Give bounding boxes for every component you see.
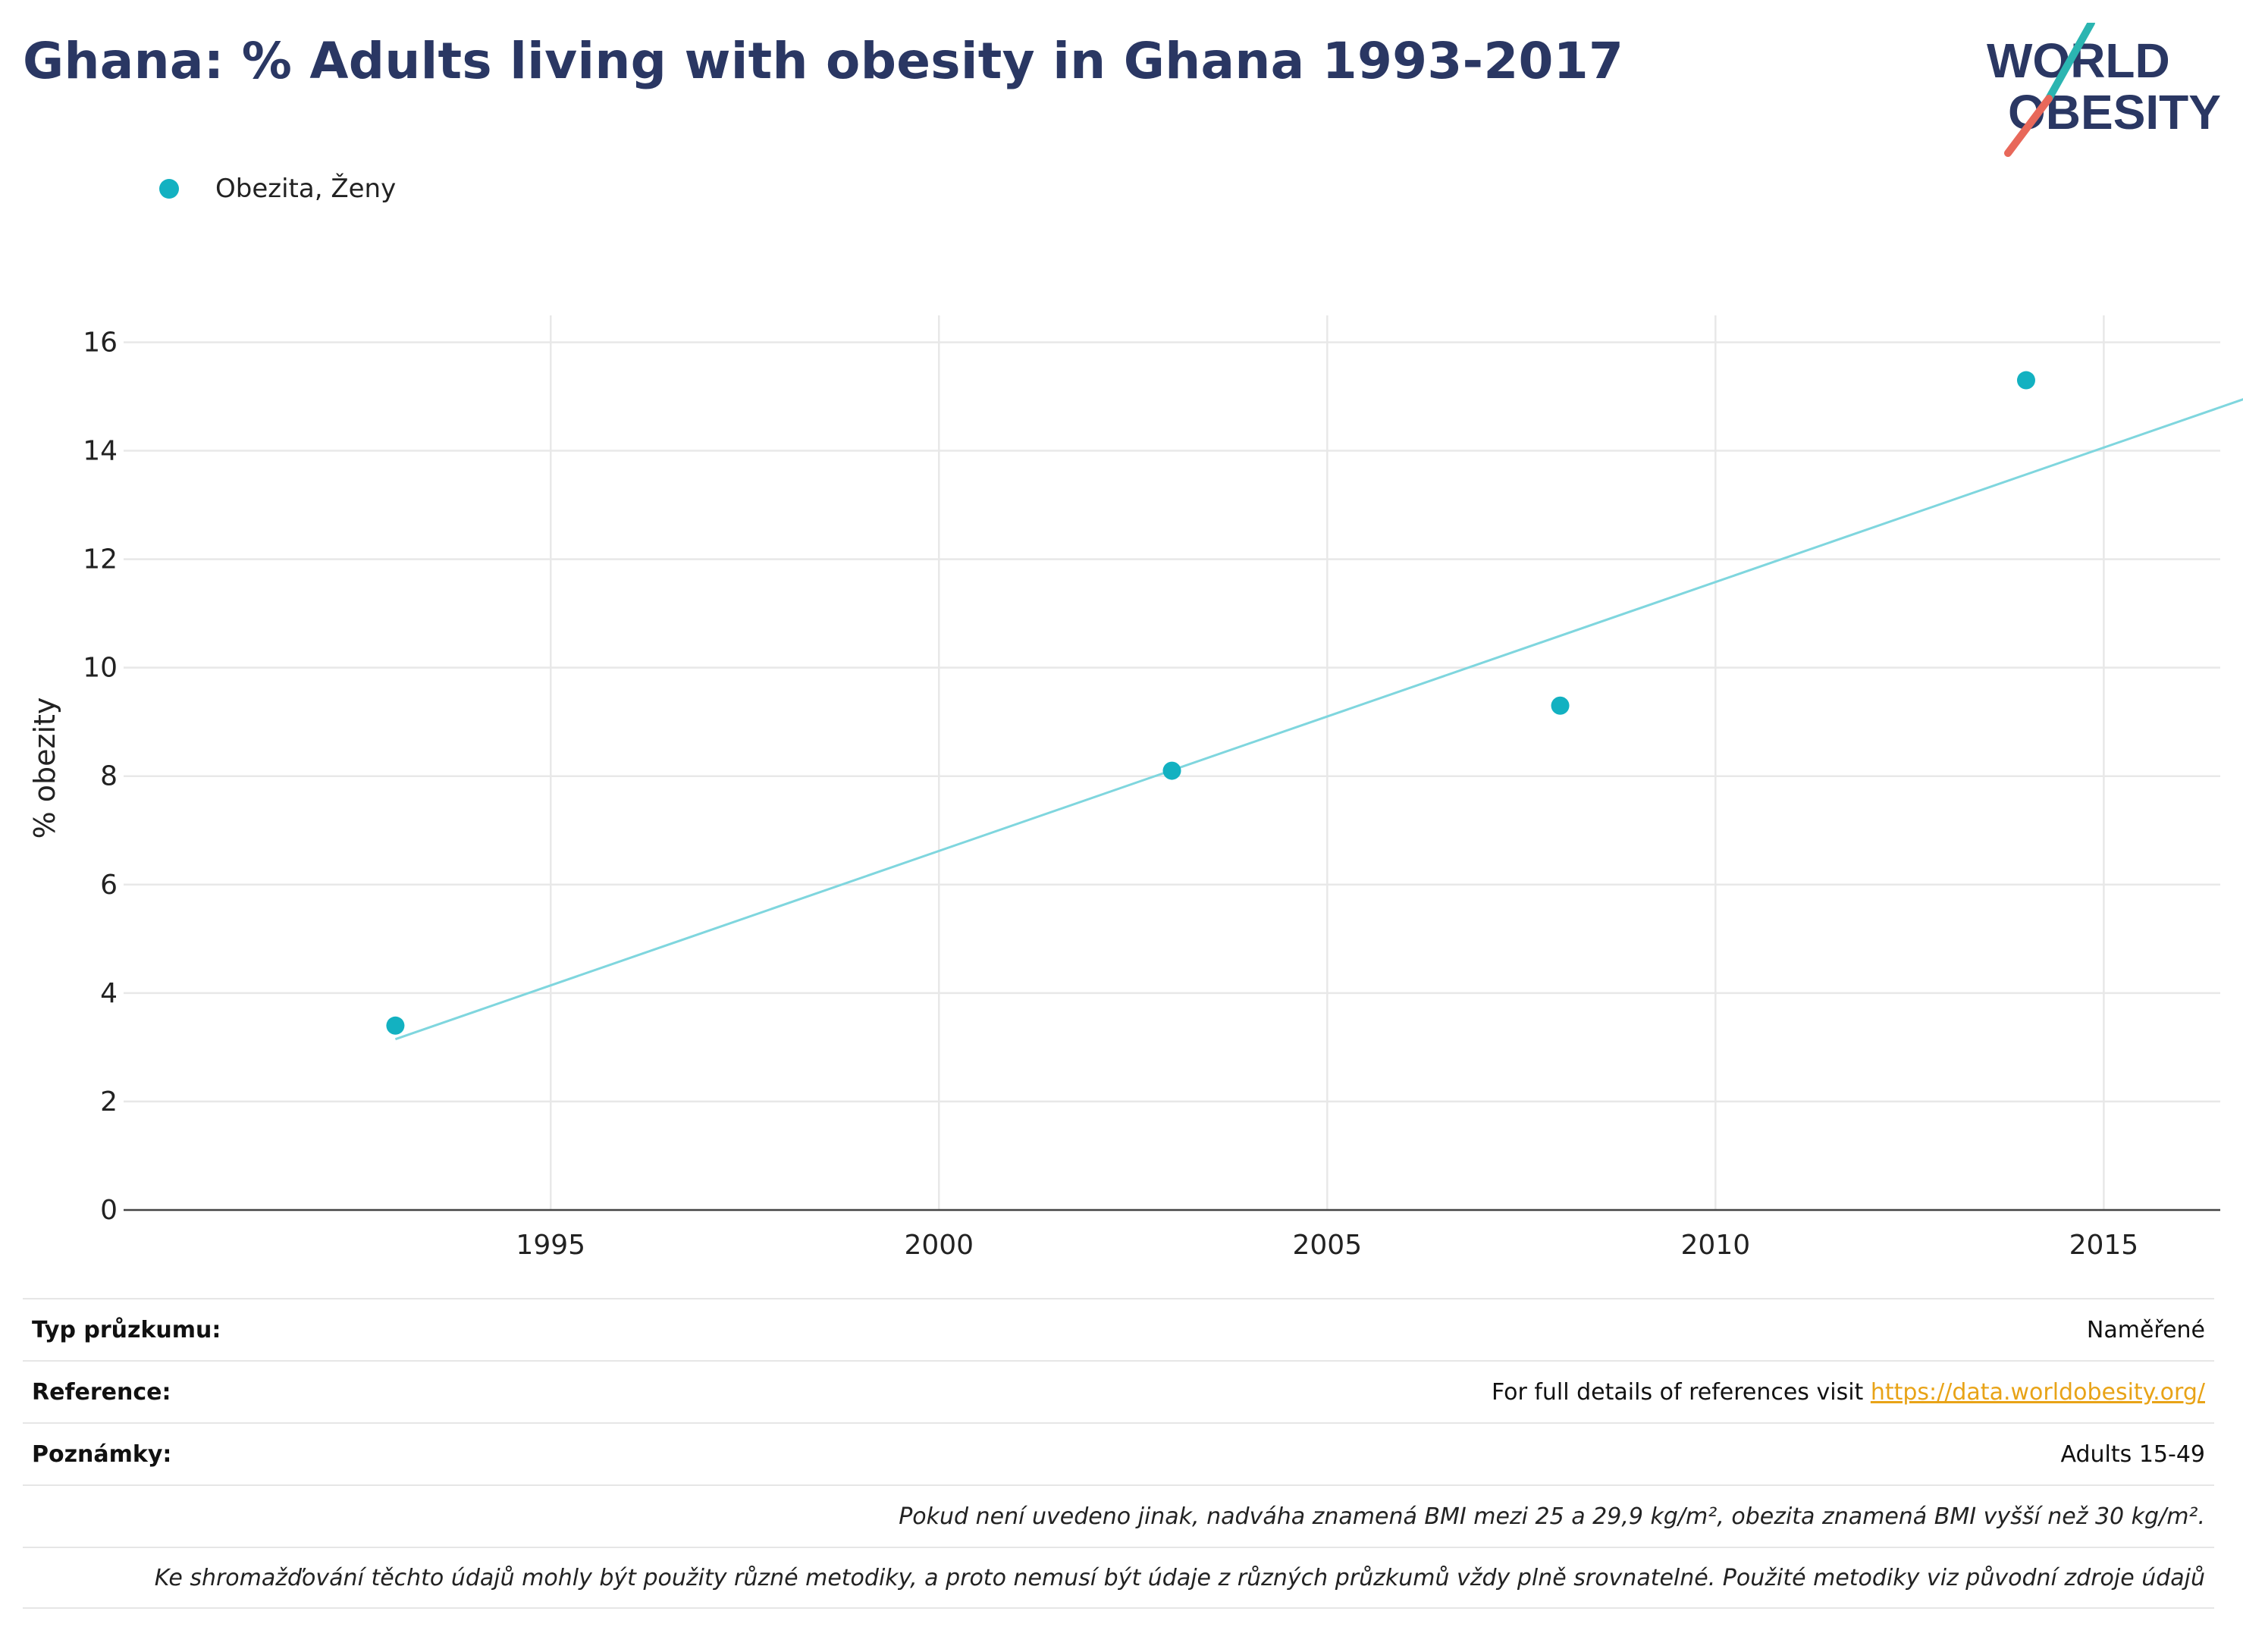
legend[interactable]: Obezita, Ženy <box>159 170 396 208</box>
x-tick-label: 1995 <box>516 1230 585 1261</box>
data-point <box>1551 696 1570 715</box>
y-tick-label: 6 <box>100 870 118 901</box>
y-tick-label: 8 <box>100 761 118 792</box>
reference-label: Reference: <box>32 1378 171 1406</box>
data-point <box>2016 371 2035 390</box>
y-tick-label: 14 <box>83 436 118 467</box>
y-tick-label: 10 <box>83 653 118 684</box>
data-points <box>386 371 2035 1035</box>
y-axis-label: % obezity <box>28 697 61 839</box>
y-tick-label: 2 <box>100 1086 118 1118</box>
y-tick-label: 16 <box>83 327 118 358</box>
info-table: Typ průzkumu: Naměřené Reference: For fu… <box>23 1298 2214 1609</box>
methods-note: Ke shromažďování těchto údajů mohly být … <box>154 1564 2205 1591</box>
methods-note-row: Ke shromažďování těchto údajů mohly být … <box>23 1547 2214 1609</box>
notes-label: Poznámky: <box>32 1440 172 1468</box>
survey-type-value: Naměřené <box>2086 1316 2205 1343</box>
reference-row: Reference: For full details of reference… <box>23 1360 2214 1422</box>
x-tick-label: 2015 <box>2069 1230 2139 1261</box>
y-tick-label: 0 <box>100 1195 118 1226</box>
y-tick-label: 4 <box>100 978 118 1009</box>
legend-label: Obezita, Ženy <box>215 174 397 204</box>
trendline <box>394 398 2243 1041</box>
notes-value: Adults 15-49 <box>2060 1440 2206 1468</box>
x-tick-label: 2000 <box>904 1230 974 1261</box>
grid <box>124 315 2220 1210</box>
scatter-chart: 0 2 4 6 8 10 12 14 16 1995 2000 2005 2010 2015 % obezi… <box>28 315 2243 1261</box>
x-tick-label: 2010 <box>1681 1230 1751 1261</box>
reference-value: For full details of references visit htt… <box>1492 1379 2205 1406</box>
y-tick-label: 12 <box>83 544 118 575</box>
world-obesity-logo: WORLD OBESITY <box>1987 23 2221 157</box>
bmi-note: Pokud není uvedeno jinak, nadváha znamen… <box>899 1503 2205 1530</box>
bmi-note-row: Pokud není uvedeno jinak, nadváha znamen… <box>23 1484 2214 1547</box>
data-point <box>386 1016 405 1035</box>
data-point <box>1162 761 1181 780</box>
chart-title: Ghana: % Adults living with obesity in G… <box>23 32 1624 90</box>
reference-link[interactable]: https://data.worldobesity.org/ <box>1870 1378 2205 1406</box>
trendline-layer <box>394 398 2243 1041</box>
legend-marker-icon <box>159 179 179 199</box>
x-tick-label: 2005 <box>1293 1230 1363 1261</box>
reference-text: For full details of references visit <box>1491 1378 1871 1406</box>
survey-type-row: Typ průzkumu: Naměřené <box>23 1298 2214 1360</box>
survey-type-label: Typ průzkumu: <box>32 1316 221 1343</box>
svg-text:OBESITY: OBESITY <box>2008 85 2221 139</box>
axes: 0 2 4 6 8 10 12 14 16 1995 2000 2005 2010 2015 % obezi… <box>28 327 2220 1261</box>
notes-row: Poznámky: Adults 15-49 <box>23 1422 2214 1484</box>
